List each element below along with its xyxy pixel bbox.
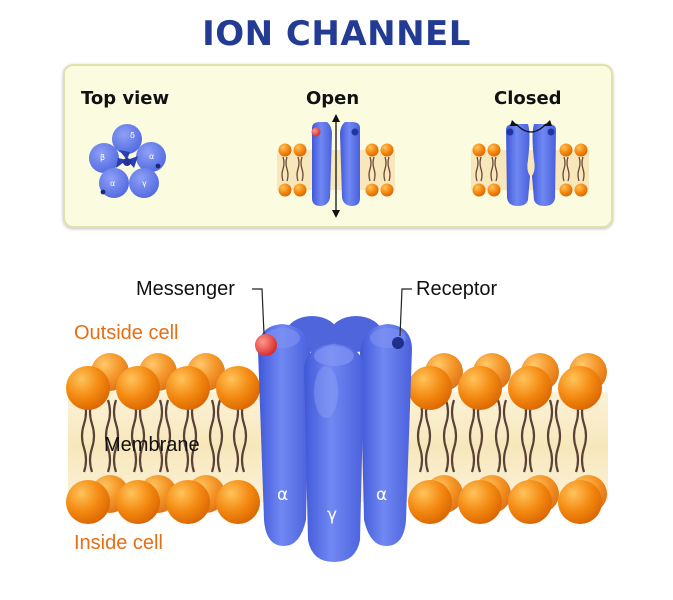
inside-cell-label: Inside cell [74,532,163,554]
ion-channel-protein: α γ α [255,316,412,562]
top-alpha-label-right: α [149,152,154,161]
receptor-site [392,337,404,349]
top-view-icon: δ β α α γ [89,124,166,198]
closed-title: Closed [494,88,562,109]
top-alpha-label-left: α [110,179,115,188]
membrane-label: Membrane [104,434,200,456]
subunit-alpha-left: α [277,485,288,505]
top-gamma-label: γ [142,179,147,188]
top-view-title: Top view [81,88,170,109]
outside-cell-label: Outside cell [74,322,179,344]
open-title: Open [306,88,360,109]
receptor-leader [399,288,412,337]
messenger-molecule [255,334,277,356]
top-beta-label: β [100,153,105,162]
subunit-alpha-right: α [376,485,387,505]
subunit-gamma: γ [327,505,337,525]
top-delta-label: δ [130,131,135,140]
page-title: ION CHANNEL [202,14,471,54]
messenger-leader [252,288,265,335]
messenger-label: Messenger [136,278,235,300]
receptor-label: Receptor [416,278,498,300]
open-channel-icon [277,114,395,218]
closed-channel-icon [471,120,589,206]
